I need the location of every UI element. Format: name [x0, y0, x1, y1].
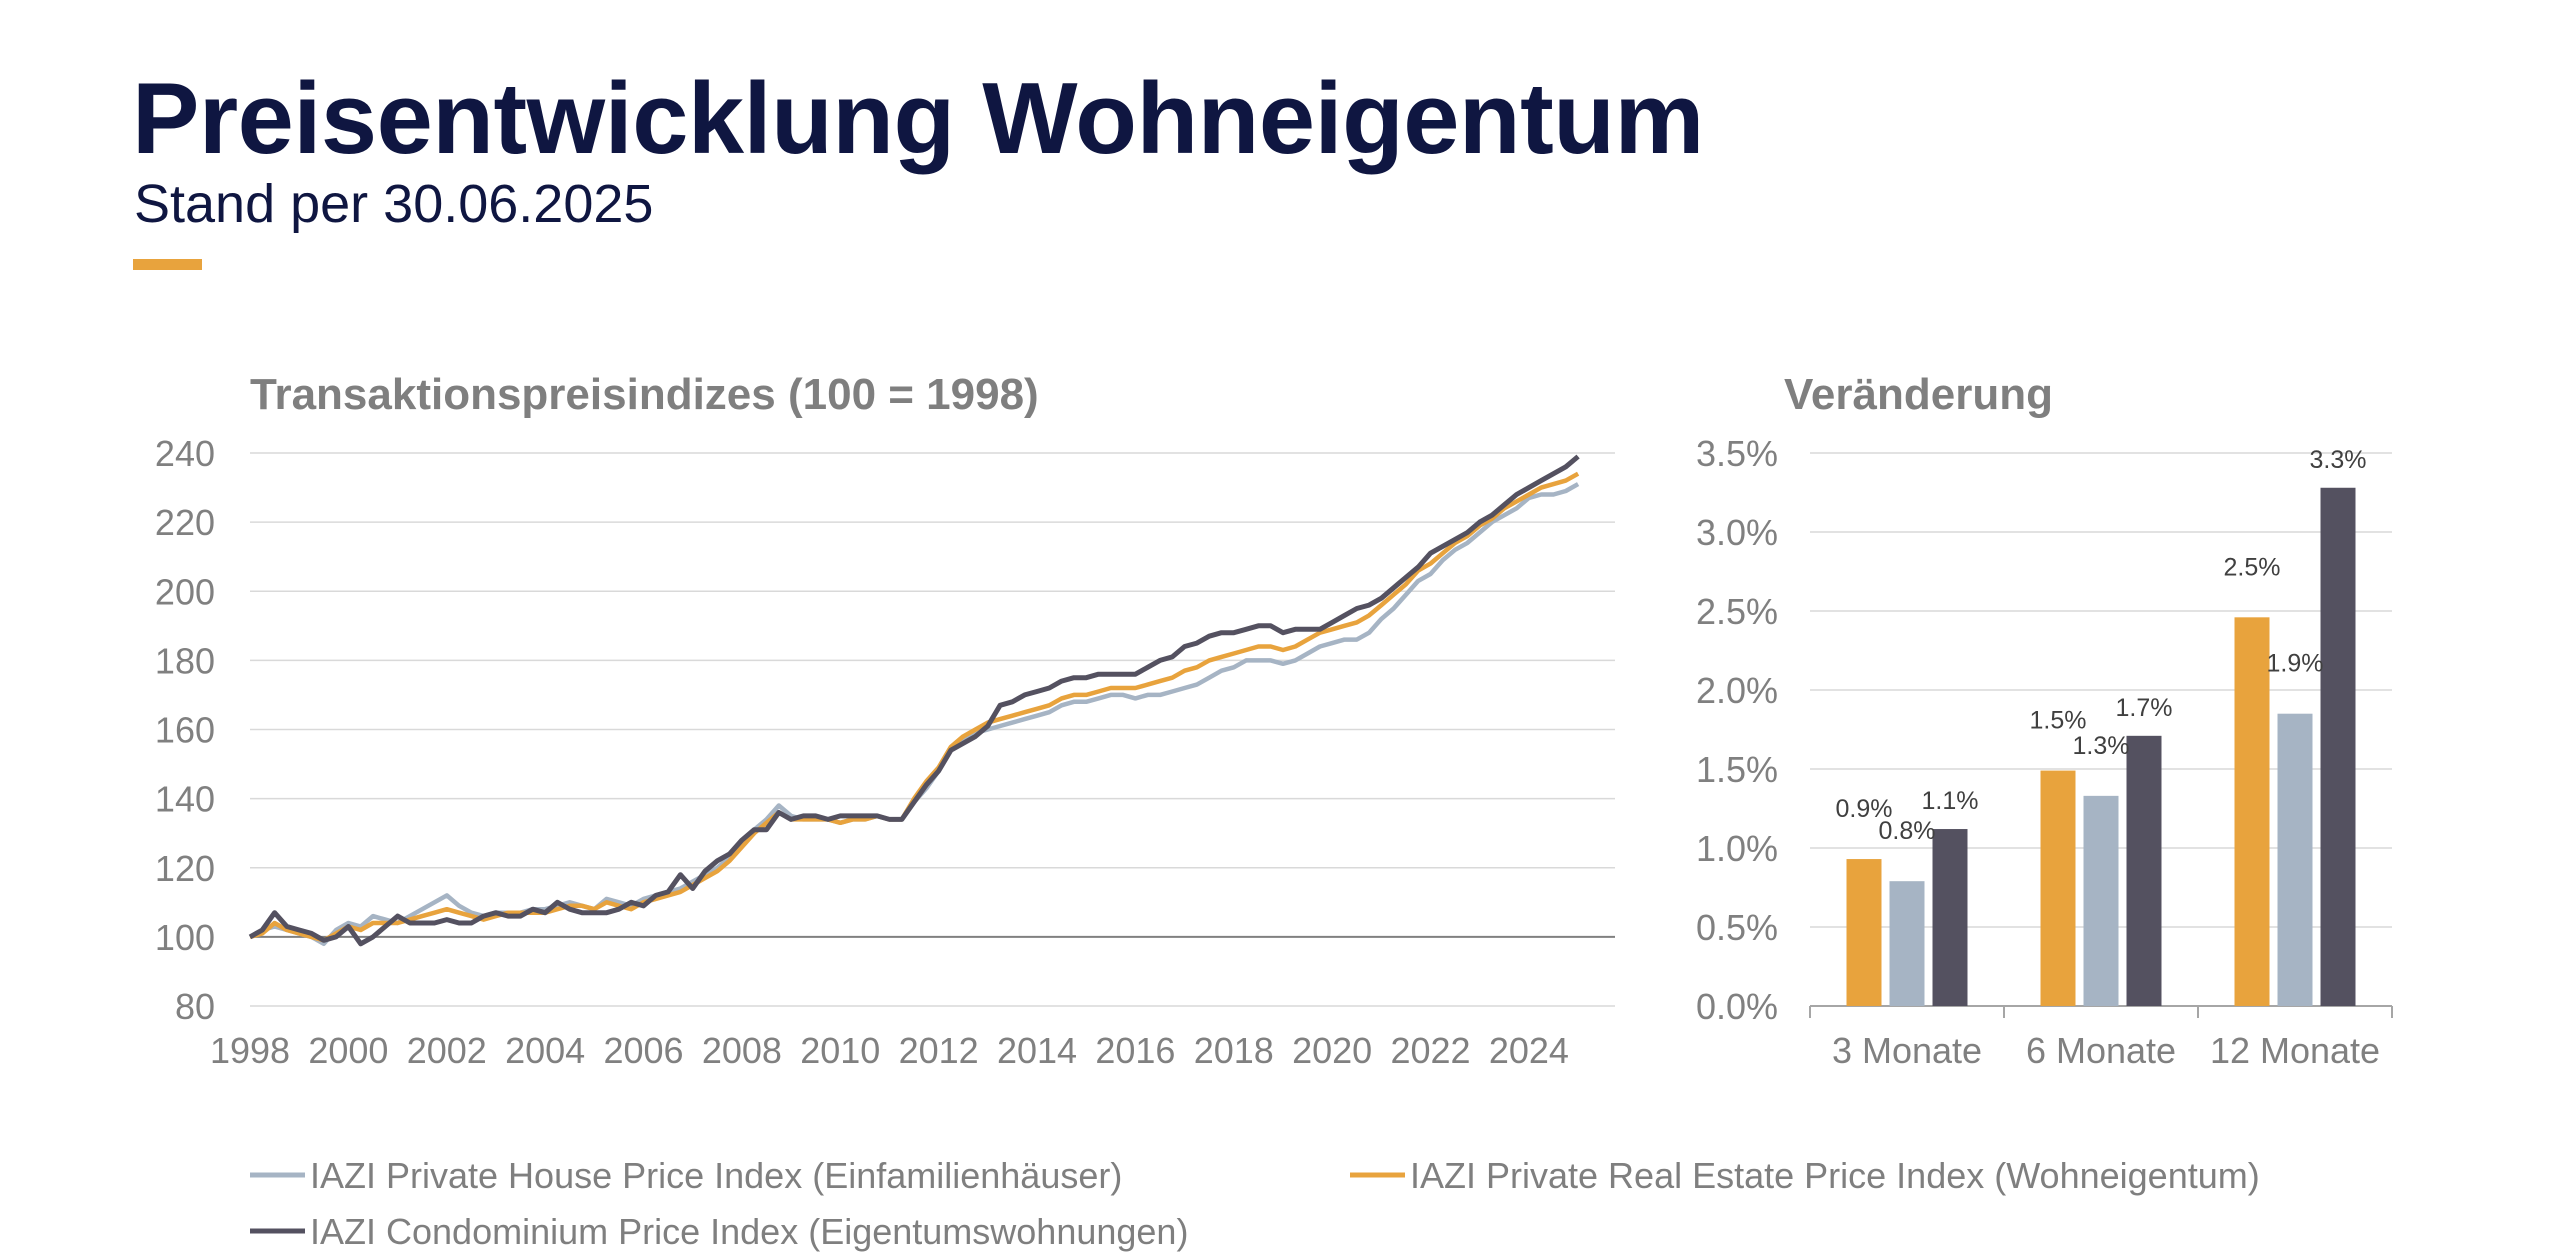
x-tick-label: 1998	[210, 1030, 290, 1071]
y-tick-label: 80	[175, 986, 215, 1027]
y-tick-label: 2.5%	[1696, 591, 1778, 632]
y-tick-label: 1.0%	[1696, 828, 1778, 869]
bar-real_estate	[2234, 617, 2270, 1006]
x-tick-label: 2024	[1489, 1030, 1569, 1071]
y-tick-label: 0.0%	[1696, 986, 1778, 1027]
x-tick-label: 2020	[1292, 1030, 1372, 1071]
legend-label-real-estate: IAZI Private Real Estate Price Index (Wo…	[1410, 1155, 2260, 1196]
x-tick-label: 2022	[1390, 1030, 1470, 1071]
bar-chart-title: Veränderung	[1784, 370, 2053, 419]
y-tick-label: 0.5%	[1696, 907, 1778, 948]
y-tick-label: 100	[155, 917, 215, 958]
bar-condo	[2320, 487, 2356, 1006]
line-chart-y-ticks: 80 100 120 140 160 180 200 220 240	[155, 433, 215, 1027]
y-tick-label: 180	[155, 640, 215, 681]
y-tick-label: 160	[155, 710, 215, 751]
bar-house	[2277, 713, 2313, 1006]
bar-chart-bars	[1846, 487, 2356, 1006]
bar-data-label: 1.3%	[2073, 732, 2130, 760]
y-tick-label: 240	[155, 433, 215, 474]
bar-chart-y-ticks: 0.0% 0.5% 1.0% 1.5% 2.0% 2.5% 3.0% 3.5%	[1696, 433, 1778, 1027]
bar-house	[2083, 795, 2119, 1006]
x-tick-label: 3 Monate	[1832, 1030, 1982, 1071]
series-line-real_estate	[249, 471, 1580, 943]
x-tick-label: 2016	[1095, 1030, 1175, 1071]
x-tick-label: 2004	[505, 1030, 585, 1071]
y-tick-label: 2.0%	[1696, 670, 1778, 711]
x-tick-label: 2018	[1194, 1030, 1274, 1071]
y-tick-label: 1.5%	[1696, 749, 1778, 790]
bar-condo	[1932, 829, 1968, 1006]
line-chart-x-ticks: 1998 2000 2002 2004 2006 2008 2010 2012 2014 2016…	[210, 1030, 1569, 1071]
bar-house	[1889, 881, 1925, 1006]
bar-condo	[2126, 735, 2162, 1006]
bar-data-label: 0.8%	[1879, 817, 1936, 845]
legend-label-condo: IAZI Condominium Price Index (Eigentumsw…	[310, 1211, 1188, 1252]
legend: IAZI Private House Price Index (Einfamil…	[250, 1155, 2260, 1252]
x-tick-label: 2006	[603, 1030, 683, 1071]
y-tick-label: 3.5%	[1696, 433, 1778, 474]
bar-data-label: 1.9%	[2267, 650, 2324, 678]
x-tick-label: 2012	[899, 1030, 979, 1071]
bar-data-label: 1.1%	[1922, 787, 1979, 815]
bar-data-label: 3.3%	[2310, 446, 2367, 474]
y-tick-label: 200	[155, 571, 215, 612]
x-tick-label: 2014	[997, 1030, 1077, 1071]
page-subtitle: Stand per 30.06.2025	[134, 174, 654, 234]
bar-chart-x-ticks: 3 Monate 6 Monate 12 Monate	[1832, 1030, 2380, 1071]
line-chart-title: Transaktionspreisindizes (100 = 1998)	[250, 370, 1039, 419]
bar-data-label: 1.7%	[2116, 694, 2173, 722]
line-chart: Transaktionspreisindizes (100 = 1998) 80…	[155, 370, 1615, 1071]
x-tick-label: 2008	[702, 1030, 782, 1071]
bar-chart-data-labels: 0.9%0.8%1.1% 1.5%1.3% 1.7% 2.5% 1.9% 3.3%	[1836, 446, 2367, 845]
bar-data-label: 1.5%	[2030, 707, 2087, 735]
x-tick-label: 2010	[800, 1030, 880, 1071]
x-tick-label: 2000	[308, 1030, 388, 1071]
y-tick-label: 140	[155, 779, 215, 820]
y-tick-label: 120	[155, 848, 215, 889]
bar-real_estate	[1846, 859, 1882, 1006]
x-tick-label: 12 Monate	[2210, 1030, 2380, 1071]
line-chart-series	[248, 454, 1580, 947]
legend-label-house: IAZI Private House Price Index (Einfamil…	[310, 1155, 1122, 1196]
x-tick-label: 2002	[407, 1030, 487, 1071]
series-line-house	[248, 482, 1580, 947]
y-tick-label: 3.0%	[1696, 512, 1778, 553]
bar-data-label: 2.5%	[2224, 553, 2281, 581]
bar-real_estate	[2040, 770, 2076, 1006]
y-tick-label: 220	[155, 502, 215, 543]
page-title: Preisentwicklung Wohneigentum	[132, 63, 1704, 175]
x-tick-label: 6 Monate	[2026, 1030, 2176, 1071]
accent-bar	[133, 259, 202, 270]
bar-chart: Veränderung 0.0% 0.5% 1.0% 1.5% 2.0% 2.5% 3.0%…	[1696, 370, 2393, 1071]
series-line-condo	[248, 454, 1580, 947]
bar-data-label: 0.9%	[1836, 795, 1893, 823]
